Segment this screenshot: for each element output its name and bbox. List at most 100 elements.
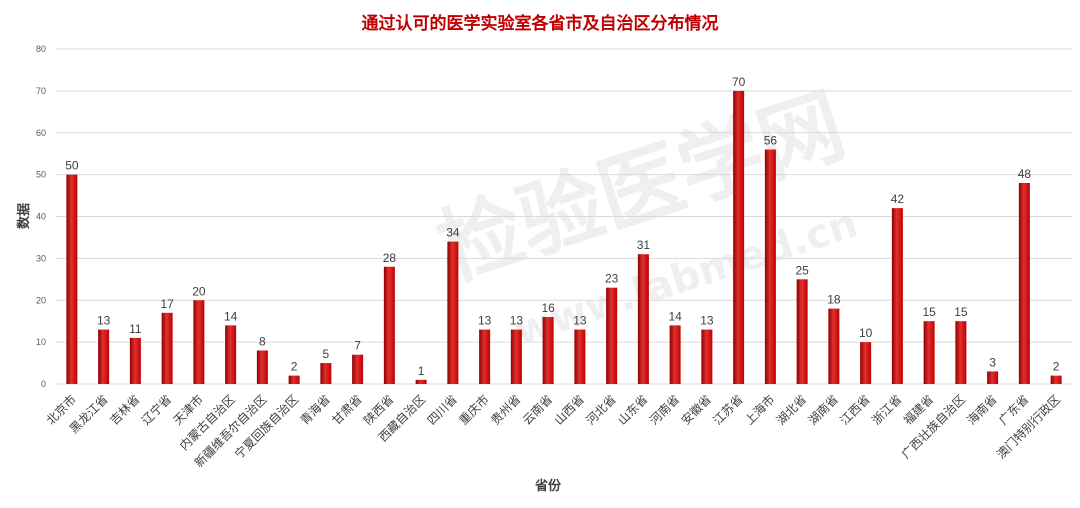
bar xyxy=(479,329,491,384)
y-tick-label: 0 xyxy=(41,379,46,389)
x-tick-label: 安徽省 xyxy=(678,392,714,428)
bar xyxy=(288,375,300,384)
x-tick-label: 辽宁省 xyxy=(138,392,174,428)
bar xyxy=(637,254,649,384)
x-tick-label: 河南省 xyxy=(646,392,682,428)
bar xyxy=(447,241,459,384)
data-label: 23 xyxy=(605,272,619,286)
bar xyxy=(193,300,205,384)
y-tick-label: 10 xyxy=(36,337,46,347)
x-tick-label: 青海省 xyxy=(297,392,333,428)
bar xyxy=(701,329,713,384)
x-tick-label: 湖北省 xyxy=(773,392,809,428)
data-label: 14 xyxy=(668,309,682,323)
x-tick-label: 山西省 xyxy=(552,392,587,427)
data-label: 3 xyxy=(989,355,996,369)
y-tick-label: 30 xyxy=(36,253,46,263)
bar xyxy=(987,371,999,384)
data-label: 48 xyxy=(1018,167,1032,181)
x-tick-label: 江西省 xyxy=(837,392,872,427)
bar xyxy=(923,321,935,384)
x-tick-label: 贵州省 xyxy=(488,392,523,427)
data-label: 16 xyxy=(541,301,555,315)
chart-title: 通过认可的医学实验室各省市及自治区分布情况 xyxy=(362,13,719,34)
bar xyxy=(1050,375,1062,384)
data-label: 50 xyxy=(65,159,79,173)
bar xyxy=(891,208,903,384)
data-label: 1 xyxy=(418,364,425,378)
x-tick-label: 江苏省 xyxy=(710,392,745,427)
x-tick-label: 海南省 xyxy=(964,392,1000,428)
data-label: 11 xyxy=(129,322,142,336)
data-label: 20 xyxy=(192,284,206,298)
bar xyxy=(352,354,364,384)
bar xyxy=(828,308,840,384)
bars xyxy=(66,90,1062,384)
data-label: 42 xyxy=(891,192,905,206)
x-tick-label: 浙江省 xyxy=(869,392,904,427)
bar xyxy=(733,90,745,384)
x-tick-label: 河北省 xyxy=(583,392,618,427)
data-label: 15 xyxy=(954,305,968,319)
data-label: 25 xyxy=(795,263,809,277)
x-tick-label: 上海市 xyxy=(741,392,777,428)
bar xyxy=(415,379,427,384)
bar xyxy=(225,325,237,384)
x-tick-label: 四川省 xyxy=(425,392,460,427)
data-label: 13 xyxy=(700,314,714,328)
bar xyxy=(66,174,78,384)
x-tick-label: 湖南省 xyxy=(805,392,841,428)
bar xyxy=(98,329,110,384)
bar xyxy=(606,287,618,384)
bar xyxy=(1018,183,1030,384)
data-label: 5 xyxy=(323,347,330,361)
bar xyxy=(320,363,332,384)
data-label: 13 xyxy=(510,314,524,328)
data-label: 14 xyxy=(224,309,238,323)
data-label: 2 xyxy=(1053,360,1060,374)
x-tick-label: 山东省 xyxy=(615,392,650,427)
x-tick-label: 吉林省 xyxy=(107,392,142,427)
data-label: 7 xyxy=(354,339,361,353)
x-axis-labels: 北京市黑龙江省吉林省辽宁省天津市内蒙古自治区新疆维吾尔自治区宁夏回族自治区青海省… xyxy=(43,392,1063,470)
bar xyxy=(256,350,268,384)
y-tick-label: 50 xyxy=(36,170,46,180)
y-tick-label: 20 xyxy=(36,295,46,305)
data-label: 13 xyxy=(478,314,492,328)
data-label: 70 xyxy=(732,75,746,89)
data-label: 13 xyxy=(573,314,587,328)
bar xyxy=(129,337,141,384)
data-label: 28 xyxy=(383,251,397,265)
y-tick-label: 60 xyxy=(36,128,46,138)
bar xyxy=(955,321,967,384)
bar xyxy=(669,325,681,384)
x-tick-label: 甘肃省 xyxy=(329,392,364,427)
data-label: 17 xyxy=(160,297,174,311)
y-axis: 0 10 20 30 40 50 60 70 80 xyxy=(36,44,46,389)
data-label: 8 xyxy=(259,335,266,349)
data-label: 18 xyxy=(827,293,841,307)
bar xyxy=(161,312,173,384)
data-label: 56 xyxy=(764,134,778,148)
data-label: 2 xyxy=(291,360,298,374)
bar xyxy=(764,149,776,384)
bar xyxy=(510,329,522,384)
data-label: 13 xyxy=(97,314,111,328)
data-label: 10 xyxy=(859,326,873,340)
bar xyxy=(860,342,872,384)
x-axis-title: 省份 xyxy=(534,478,562,494)
y-tick-label: 70 xyxy=(36,86,46,96)
data-label: 31 xyxy=(637,238,651,252)
y-tick-label: 40 xyxy=(36,212,46,222)
data-label: 15 xyxy=(922,305,936,319)
data-label: 34 xyxy=(446,226,460,240)
bar xyxy=(542,317,554,384)
x-tick-label: 重庆市 xyxy=(456,392,492,428)
x-tick-label: 云南省 xyxy=(519,392,555,428)
y-tick-label: 80 xyxy=(36,44,46,54)
bar xyxy=(574,329,586,384)
y-axis-title: 数据 xyxy=(16,203,32,229)
bar xyxy=(796,279,808,384)
